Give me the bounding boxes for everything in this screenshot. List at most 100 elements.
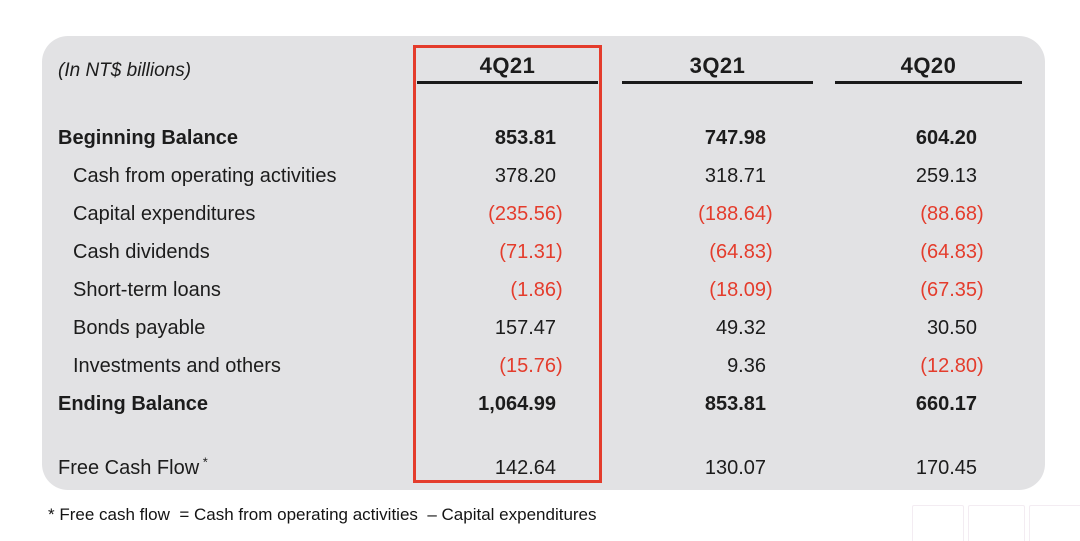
unit-label: (In NT$ billions) <box>58 60 192 81</box>
value-4q21-investments-and-others: (15.76) <box>396 347 570 385</box>
value-3q21-investments-and-others: 9.36 <box>606 347 780 385</box>
value-paren: ) <box>556 241 563 263</box>
value-number: 49.32 <box>715 317 766 339</box>
table-row-capital-expenditures: Capital expenditures (235.56) (188.64) (88.… <box>0 195 1080 233</box>
decorative-box <box>1029 505 1080 541</box>
value-4q21-cash-dividends: (71.31) <box>396 233 570 271</box>
table-panel <box>42 36 1045 490</box>
column-header-4q21: 4Q21 <box>417 51 598 84</box>
value-number: 130.07 <box>704 457 766 479</box>
value-paren <box>977 119 991 157</box>
value-number: (88.68 <box>920 203 977 225</box>
value-number: (1.86 <box>510 279 556 301</box>
value-paren: ) <box>556 203 563 225</box>
value-4q20-beginning-balance: 604.20 <box>817 119 991 157</box>
value-paren <box>977 385 991 423</box>
value-number: 853.81 <box>704 393 766 415</box>
row-label: Cash dividends <box>73 241 210 263</box>
value-3q21-cash-dividends: (64.83) <box>606 233 780 271</box>
value-number: (235.56 <box>488 203 556 225</box>
value-number: 30.50 <box>926 317 977 339</box>
table-row-beginning-balance: Beginning Balance 853.81 747.98 604.20 <box>0 119 1080 157</box>
value-paren <box>766 449 780 487</box>
row-label: Capital expenditures <box>73 203 256 225</box>
value-paren <box>766 309 780 347</box>
value-3q21-beginning-balance: 747.98 <box>606 119 780 157</box>
table-row-short-term-loans: Short-term loans (1.86) (18.09) (67.35) <box>0 271 1080 309</box>
value-number: 747.98 <box>704 127 766 149</box>
value-paren: ) <box>977 355 984 377</box>
footnote-marker: * <box>199 454 208 470</box>
value-number: (71.31 <box>499 241 556 263</box>
value-paren <box>766 157 780 195</box>
value-number: 157.47 <box>494 317 556 339</box>
value-4q21-short-term-loans: (1.86) <box>396 271 570 309</box>
value-number: 378.20 <box>494 165 556 187</box>
value-4q20-ending-balance: 660.17 <box>817 385 991 423</box>
value-4q20-cash-dividends: (64.83) <box>817 233 991 271</box>
row-label: Investments and others <box>73 355 281 377</box>
footnote: * Free cash flow = Cash from operating a… <box>48 505 597 524</box>
value-paren <box>556 385 570 423</box>
decorative-box <box>968 505 1025 541</box>
value-3q21-free-cash-flow: 130.07 <box>606 449 780 487</box>
value-4q21-beginning-balance: 853.81 <box>396 119 570 157</box>
value-number: 1,064.99 <box>478 393 556 415</box>
value-paren: ) <box>556 279 563 301</box>
value-3q21-short-term-loans: (18.09) <box>606 271 780 309</box>
value-number: (64.83 <box>920 241 977 263</box>
value-paren <box>977 449 991 487</box>
value-paren <box>556 119 570 157</box>
value-number: (18.09 <box>709 279 766 301</box>
value-paren <box>556 157 570 195</box>
value-4q21-ending-balance: 1,064.99 <box>396 385 570 423</box>
value-4q21-cash-from-operating-activities: 378.20 <box>396 157 570 195</box>
value-paren <box>766 347 780 385</box>
value-3q21-cash-from-operating-activities: 318.71 <box>606 157 780 195</box>
value-4q20-capital-expenditures: (88.68) <box>817 195 991 233</box>
row-label: Short-term loans <box>73 279 221 301</box>
value-paren <box>977 309 991 347</box>
value-number: 604.20 <box>915 127 977 149</box>
value-paren <box>766 385 780 423</box>
value-paren: ) <box>977 241 984 263</box>
value-paren <box>556 449 570 487</box>
value-4q21-bonds-payable: 157.47 <box>396 309 570 347</box>
value-paren <box>977 157 991 195</box>
table-row-free-cash-flow: Free Cash Flow * 142.64 130.07 170.45 <box>0 449 1080 487</box>
table-row-bonds-payable: Bonds payable 157.47 49.32 30.50 <box>0 309 1080 347</box>
value-paren: ) <box>766 241 773 263</box>
value-3q21-ending-balance: 853.81 <box>606 385 780 423</box>
row-label: Beginning Balance <box>58 127 239 149</box>
value-4q20-free-cash-flow: 170.45 <box>817 449 991 487</box>
table-row-investments-and-others: Investments and others (15.76) 9.36 (12.80) <box>0 347 1080 385</box>
value-4q21-capital-expenditures: (235.56) <box>396 195 570 233</box>
value-number: (12.80 <box>920 355 977 377</box>
value-number: (64.83 <box>709 241 766 263</box>
value-4q20-short-term-loans: (67.35) <box>817 271 991 309</box>
value-paren <box>556 309 570 347</box>
highlight-box-current-quarter <box>413 45 602 483</box>
row-label: Bonds payable <box>73 317 206 339</box>
value-paren: ) <box>556 355 563 377</box>
value-paren: ) <box>766 279 773 301</box>
value-4q20-investments-and-others: (12.80) <box>817 347 991 385</box>
value-paren: ) <box>977 279 984 301</box>
value-4q20-cash-from-operating-activities: 259.13 <box>817 157 991 195</box>
value-paren: ) <box>766 203 773 225</box>
value-4q20-bonds-payable: 30.50 <box>817 309 991 347</box>
value-3q21-bonds-payable: 49.32 <box>606 309 780 347</box>
row-label: Free Cash Flow * <box>58 454 208 479</box>
table-row-cash-dividends: Cash dividends (71.31) (64.83) (64.83) <box>0 233 1080 271</box>
row-label: Cash from operating activities <box>73 165 337 187</box>
value-number: 318.71 <box>704 165 766 187</box>
value-number: 170.45 <box>915 457 977 479</box>
value-4q21-free-cash-flow: 142.64 <box>396 449 570 487</box>
value-3q21-capital-expenditures: (188.64) <box>606 195 780 233</box>
table-row-cash-from-operating-activities: Cash from operating activities 378.20 318.… <box>0 157 1080 195</box>
column-header-4q20: 4Q20 <box>835 51 1022 84</box>
value-paren <box>766 119 780 157</box>
table-row-ending-balance: Ending Balance 1,064.99 853.81 660.17 <box>0 385 1080 423</box>
